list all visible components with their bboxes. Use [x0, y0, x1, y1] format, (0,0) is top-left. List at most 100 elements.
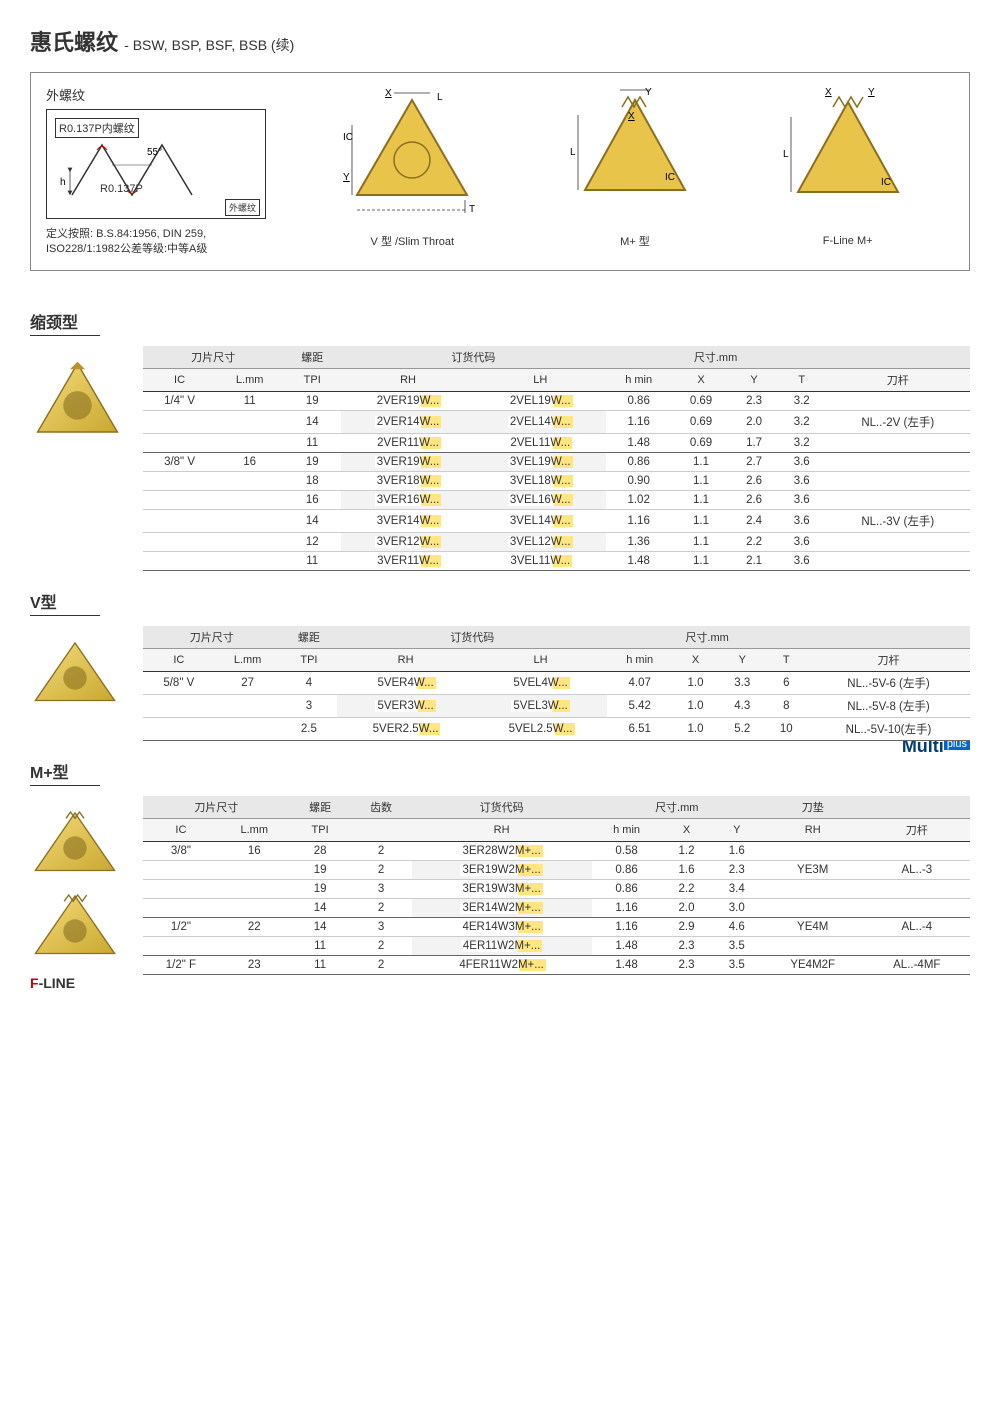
h-lmm: L.mm — [216, 368, 283, 391]
logo-plus: plus — [944, 741, 970, 750]
fline-label: F-LINE — [30, 975, 125, 991]
ext-thread-label: 外螺纹 — [46, 85, 266, 104]
h3-rhpad: RH — [762, 818, 864, 841]
type1-label: V 型 /Slim Throat — [337, 233, 487, 249]
table-1: 刀片尺寸 螺距 订货代码 尺寸.mm IC L.mm TPI RH LH h m… — [143, 346, 970, 571]
table-row: 112VER11W...2VEL11W...1.480.691.73.2 — [143, 433, 970, 452]
diagram-m-type: Y X L IC M+ 型 — [570, 85, 700, 249]
h2-hmin: h min — [607, 648, 672, 671]
h3-dim: 尺寸.mm — [592, 796, 762, 819]
section3-title: M+型 — [30, 759, 100, 786]
h-y: Y — [730, 368, 778, 391]
table-row: 183VER18W...3VEL18W...0.901.12.63.6 — [143, 471, 970, 490]
h-lh: LH — [475, 368, 606, 391]
outer-r-label: R0.137P — [97, 182, 146, 196]
h2-order: 订货代码 — [337, 626, 607, 649]
section1-title: 缩颈型 — [30, 309, 100, 336]
h3-rh: RH — [412, 818, 592, 841]
table-row: 1423ER14W2M+...1.162.03.0 — [143, 898, 970, 917]
h-ic: IC — [143, 368, 216, 391]
h2-size: 刀片尺寸 — [143, 626, 281, 649]
table-row: 1923ER19W2M+...0.861.62.3YE3MAL..-3 — [143, 860, 970, 879]
h3-order: 订货代码 — [412, 796, 592, 819]
h3-tpi: TPI — [290, 818, 351, 841]
table-row: 1/2"221434ER14W3M+...1.162.94.6YE4MAL..-… — [143, 917, 970, 936]
h3-teeth: 齿数 — [351, 796, 412, 819]
definition-text: 定义按照: B.S.84:1956, DIN 259, ISO228/1:198… — [46, 227, 266, 258]
svg-text:IC: IC — [881, 177, 891, 188]
svg-text:55°: 55° — [147, 147, 162, 158]
h2-t: T — [766, 648, 807, 671]
svg-text:Y: Y — [645, 87, 652, 98]
type3-label: F-Line M+ — [783, 235, 913, 247]
diagram-v-type: X L IC Y T V 型 /Slim Throat — [337, 85, 487, 249]
h2-tpi: TPI — [281, 648, 338, 671]
svg-text:h: h — [60, 177, 66, 188]
table-row: 163VER16W...3VEL16W...1.021.12.63.6 — [143, 490, 970, 509]
title-main: 惠氏螺纹 — [30, 30, 118, 55]
table-row: 1/2" F231124FER11W2M+...1.482.33.5YE4M2F… — [143, 955, 970, 974]
insert-image-3: F-LINE — [30, 796, 125, 991]
diagram-container: 外螺纹 R0.137P内螺纹 55° h R0.137P 外螺纹 — [30, 72, 970, 271]
h2-pitch: 螺距 — [281, 626, 338, 649]
table-2: 刀片尺寸 螺距 订货代码 尺寸.mm IC L.mm TPI RH LH h m… — [143, 626, 970, 741]
thread-profile-diagram: R0.137P内螺纹 55° h R0.137P 外螺纹 — [46, 109, 266, 219]
h-tool: 刀杆 — [826, 368, 970, 391]
h3-y: Y — [712, 818, 762, 841]
svg-text:Y: Y — [343, 172, 350, 183]
logo-text: Multi — [902, 741, 944, 756]
h-dim: 尺寸.mm — [606, 346, 826, 369]
h3-size: 刀片尺寸 — [143, 796, 290, 819]
h-rh: RH — [341, 368, 475, 391]
table-row: 2.55VER2.5W...5VEL2.5W...6.511.05.210NL.… — [143, 717, 970, 740]
table-row: 35VER3W...5VEL3W...5.421.04.38NL..-5V-8 … — [143, 694, 970, 717]
diagram-fline-type: X Y L IC F-Line M+ — [783, 87, 913, 247]
svg-text:X: X — [385, 88, 392, 99]
table-3: 刀片尺寸 螺距 齿数 订货代码 尺寸.mm 刀垫 IC L.mm TPI RH … — [143, 796, 970, 975]
table-row: 142VER14W...2VEL14W...1.160.692.03.2NL..… — [143, 410, 970, 433]
table-row: 1124ER11W2M+...1.482.33.5 — [143, 936, 970, 955]
section2-title: V型 — [30, 589, 100, 616]
svg-text:IC: IC — [343, 132, 353, 143]
table-row: 143VER14W...3VEL14W...1.161.12.43.6NL..-… — [143, 509, 970, 532]
h3-pad: 刀垫 — [762, 796, 864, 819]
multiplus-logo: Multiplus — [902, 741, 970, 757]
h-x: X — [672, 368, 731, 391]
h2-tool: 刀杆 — [807, 648, 970, 671]
h2-y: Y — [719, 648, 766, 671]
title-sub: - BSW, BSP, BSF, BSB (续) — [124, 37, 294, 53]
def-line2: ISO228/1:1982公差等级:中等A级 — [46, 242, 266, 257]
insert-image-1 — [30, 346, 125, 454]
inner-thread-label: R0.137P内螺纹 — [55, 118, 139, 138]
def-line1: 定义按照: B.S.84:1956, DIN 259, — [46, 227, 266, 242]
h3-ic: IC — [143, 818, 219, 841]
h2-dim: 尺寸.mm — [607, 626, 807, 649]
h3-x: X — [661, 818, 711, 841]
h-tpi: TPI — [283, 368, 341, 391]
h2-ic: IC — [143, 648, 215, 671]
ext-small-label: 外螺纹 — [225, 199, 260, 216]
h2-rh: RH — [337, 648, 474, 671]
table-row: 113VER11W...3VEL11W...1.481.12.13.6 — [143, 551, 970, 570]
table-row: 5/8" V2745VER4W...5VEL4W...4.071.03.36NL… — [143, 671, 970, 694]
table-row: 123VER12W...3VEL12W...1.361.12.23.6 — [143, 532, 970, 551]
svg-text:X: X — [825, 87, 832, 98]
type2-label: M+ 型 — [570, 233, 700, 249]
svg-text:L: L — [570, 147, 576, 158]
h-pitch: 螺距 — [283, 346, 341, 369]
table-row: 3/8" V16193VER19W...3VEL19W...0.861.12.7… — [143, 452, 970, 471]
h3-lmm: L.mm — [219, 818, 290, 841]
svg-text:T: T — [469, 204, 475, 215]
h3-hmin: h min — [592, 818, 662, 841]
h3-tool: 刀杆 — [864, 818, 970, 841]
h-hmin: h min — [606, 368, 672, 391]
h2-lmm: L.mm — [215, 648, 281, 671]
svg-text:X: X — [628, 111, 635, 122]
table-row: 3/8"162823ER28W2M+...0.581.21.6 — [143, 841, 970, 860]
svg-text:IC: IC — [665, 172, 675, 183]
insert-image-2 — [30, 626, 125, 714]
h2-lh: LH — [474, 648, 607, 671]
table-row: 1933ER19W3M+...0.862.23.4 — [143, 879, 970, 898]
svg-text:Y: Y — [868, 87, 875, 98]
h-order: 订货代码 — [341, 346, 605, 369]
